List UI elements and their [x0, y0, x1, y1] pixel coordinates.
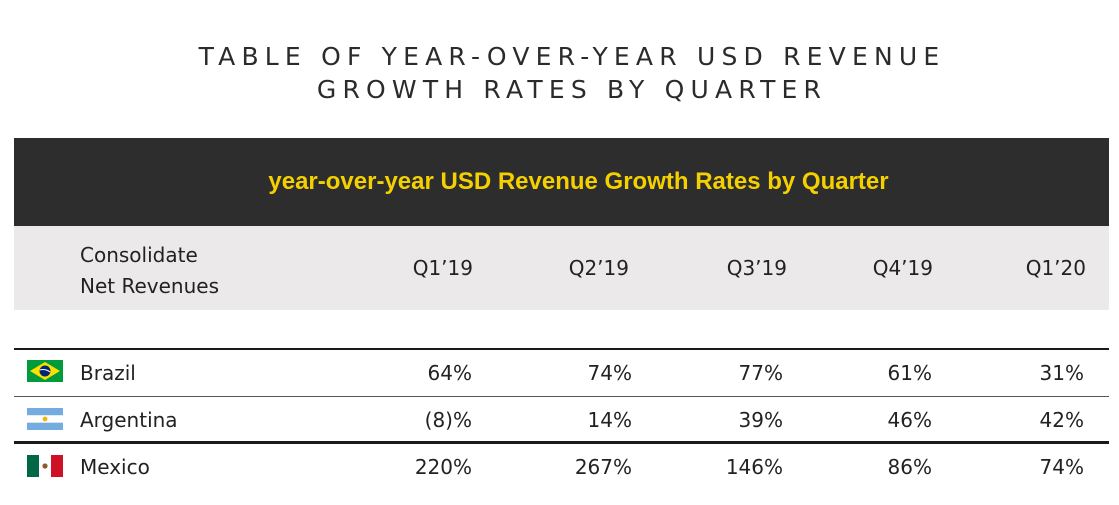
- argentina-flag-icon: [27, 408, 63, 430]
- value-cell: 74%: [587, 361, 632, 385]
- header-quarter-1: Q1’19: [412, 256, 473, 280]
- mexico-flag-icon: [27, 455, 63, 477]
- row-divider: [14, 441, 1109, 444]
- table-banner: year-over-year USD Revenue Growth Rates …: [14, 138, 1109, 226]
- row-divider: [14, 396, 1109, 397]
- header-label-line-1: Consolidate: [80, 243, 198, 267]
- header-quarter-3: Q3’19: [726, 256, 787, 280]
- table-row: Brazil 64% 74% 77% 61% 31%: [0, 349, 1119, 395]
- value-cell: 61%: [887, 361, 932, 385]
- header-quarter-5: Q1’20: [1025, 256, 1086, 280]
- country-name: Argentina: [80, 408, 178, 432]
- table-row: Argentina (8)% 14% 39% 46% 42%: [0, 397, 1119, 443]
- value-cell: 31%: [1039, 361, 1084, 385]
- country-name: Brazil: [80, 361, 136, 385]
- value-cell: 42%: [1039, 408, 1084, 432]
- value-cell: 267%: [574, 455, 632, 479]
- value-cell: 220%: [414, 455, 472, 479]
- value-cell: 46%: [887, 408, 932, 432]
- header-label: Consolidate Net Revenues: [80, 240, 219, 302]
- page-title: TABLE OF YEAR-OVER-YEAR USD REVENUE GROW…: [0, 40, 1119, 106]
- brazil-flag-icon: [27, 360, 63, 382]
- table-banner-title: year-over-year USD Revenue Growth Rates …: [268, 168, 889, 195]
- value-cell: 14%: [587, 408, 632, 432]
- value-cell: 39%: [738, 408, 783, 432]
- value-cell: 64%: [427, 361, 472, 385]
- table-row: Mexico 220% 267% 146% 86% 74%: [0, 444, 1119, 490]
- value-cell: 86%: [887, 455, 932, 479]
- value-cell: (8)%: [424, 408, 472, 432]
- value-cell: 77%: [738, 361, 783, 385]
- page-title-line-1: TABLE OF YEAR-OVER-YEAR USD REVENUE: [198, 42, 946, 71]
- header-quarter-4: Q4’19: [872, 256, 933, 280]
- page-title-line-2: GROWTH RATES BY QUARTER: [316, 75, 828, 104]
- country-name: Mexico: [80, 455, 150, 479]
- value-cell: 74%: [1039, 455, 1084, 479]
- header-label-line-2: Net Revenues: [80, 274, 219, 298]
- value-cell: 146%: [725, 455, 783, 479]
- row-divider: [14, 348, 1109, 350]
- header-quarter-2: Q2’19: [568, 256, 629, 280]
- table-header: [14, 226, 1109, 310]
